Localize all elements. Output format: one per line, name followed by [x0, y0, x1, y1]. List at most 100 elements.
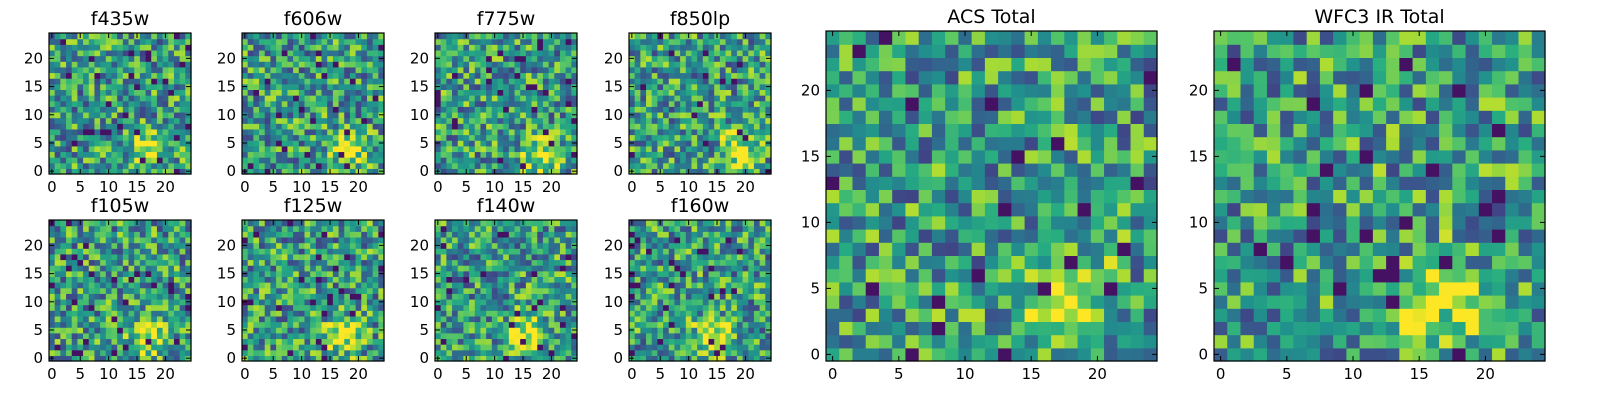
heatmap-cell: [640, 134, 647, 141]
heatmap-cell: [559, 157, 567, 164]
heatmap-cell: [128, 327, 135, 334]
heatmap-cell: [759, 344, 766, 351]
heatmap-cell: [697, 78, 704, 85]
heatmap-cell: [122, 55, 130, 62]
heatmap-cell: [480, 231, 487, 238]
heatmap-cell: [117, 265, 124, 272]
heatmap-cell: [54, 117, 61, 124]
heatmap-cell: [71, 344, 78, 351]
heatmap-cell: [759, 49, 766, 57]
heatmap-cell: [276, 253, 283, 261]
heatmap-cell: [338, 151, 345, 158]
heatmap-cell: [355, 332, 362, 340]
heatmap-cell: [759, 321, 766, 328]
heatmap-cell: [71, 321, 78, 328]
heatmap-cell: [298, 327, 306, 334]
heatmap-cell: [281, 270, 289, 277]
heatmap-cell: [94, 44, 101, 51]
heatmap-cell: [503, 78, 510, 85]
heatmap-cell: [366, 315, 374, 323]
heatmap-cell: [508, 111, 516, 119]
heatmap-cell: [293, 287, 300, 294]
heatmap-cell: [680, 49, 687, 57]
heatmap-cell: [185, 151, 192, 158]
heatmap-cell: [304, 315, 311, 323]
heatmap-cell: [344, 49, 351, 57]
heatmap-cell: [514, 327, 521, 334]
heatmap-cell: [435, 100, 442, 107]
heatmap-cell: [304, 157, 311, 164]
heatmap-cell: [520, 248, 527, 255]
heatmap-cell: [281, 55, 289, 62]
heatmap-cell: [54, 157, 61, 164]
heatmap-cell: [338, 276, 345, 283]
heatmap-cell: [151, 276, 158, 283]
heatmap-cell: [145, 225, 152, 232]
heatmap-cell: [435, 265, 442, 272]
heatmap-cell: [748, 276, 755, 283]
heatmap-cell: [378, 72, 385, 79]
heatmap-cell: [378, 123, 385, 130]
heatmap-cell: [640, 145, 647, 153]
heatmap-cell: [139, 117, 147, 124]
heatmap-cell: [474, 145, 482, 153]
heatmap-cell: [247, 106, 254, 113]
heatmap-cell: [691, 162, 698, 169]
heatmap-cell: [173, 253, 181, 261]
heatmap-cell: [520, 106, 527, 113]
heatmap-cell: [105, 49, 113, 57]
heatmap-cell: [156, 157, 164, 164]
heatmap-cell: [759, 44, 766, 51]
heatmap-cell: [474, 66, 482, 74]
heatmap-cell: [702, 338, 710, 345]
heatmap-cell: [100, 327, 107, 334]
axes-frame: [241, 32, 385, 175]
heatmap-cell: [714, 293, 721, 300]
heatmap-cell: [520, 89, 527, 96]
heatmap-cell: [731, 123, 738, 130]
heatmap-cell: [503, 38, 510, 45]
heatmap-cell: [168, 338, 175, 345]
heatmap-cell: [503, 332, 510, 340]
heatmap-cell: [731, 287, 738, 294]
heatmap-cell: [134, 162, 141, 169]
heatmap-cell: [128, 106, 135, 113]
heatmap-cell: [765, 134, 772, 141]
heatmap-cell: [378, 248, 385, 255]
heatmap-cell: [259, 168, 266, 175]
heatmap-cell: [480, 44, 487, 51]
heatmap-cell: [259, 83, 266, 90]
heatmap-cell: [54, 248, 61, 255]
heatmap-cell: [156, 259, 164, 266]
heatmap-cell: [321, 282, 328, 289]
heatmap-cell: [542, 61, 550, 68]
heatmap-cell: [719, 33, 727, 40]
heatmap-cell: [537, 78, 544, 85]
heatmap-cell: [247, 304, 254, 311]
heatmap-cell: [338, 117, 345, 124]
heatmap-cell: [463, 276, 470, 283]
heatmap-cell: [474, 355, 482, 362]
heatmap-cell: [310, 327, 317, 334]
heatmap-cell: [134, 66, 141, 74]
heatmap-cell: [742, 49, 749, 57]
heatmap-cell: [491, 38, 499, 45]
heatmap-cell: [100, 78, 107, 85]
heatmap-cell: [378, 89, 385, 96]
heatmap-cell: [629, 157, 636, 164]
heatmap-cell: [731, 298, 738, 306]
heatmap-cell: [304, 134, 311, 141]
heatmap-cell: [128, 287, 135, 294]
heatmap-cell: [355, 140, 362, 147]
heatmap-cell: [651, 72, 658, 79]
heatmap-cell: [315, 72, 323, 79]
heatmap-cell: [60, 293, 67, 300]
heatmap-cell: [156, 89, 164, 96]
heatmap-cell: [514, 344, 521, 351]
heatmap-cell: [281, 282, 289, 289]
heatmap-cell: [565, 134, 572, 141]
heatmap-cell: [287, 168, 294, 175]
heatmap-cell: [571, 66, 578, 74]
heatmap-cell: [293, 66, 300, 74]
heatmap-cell: [680, 61, 687, 68]
